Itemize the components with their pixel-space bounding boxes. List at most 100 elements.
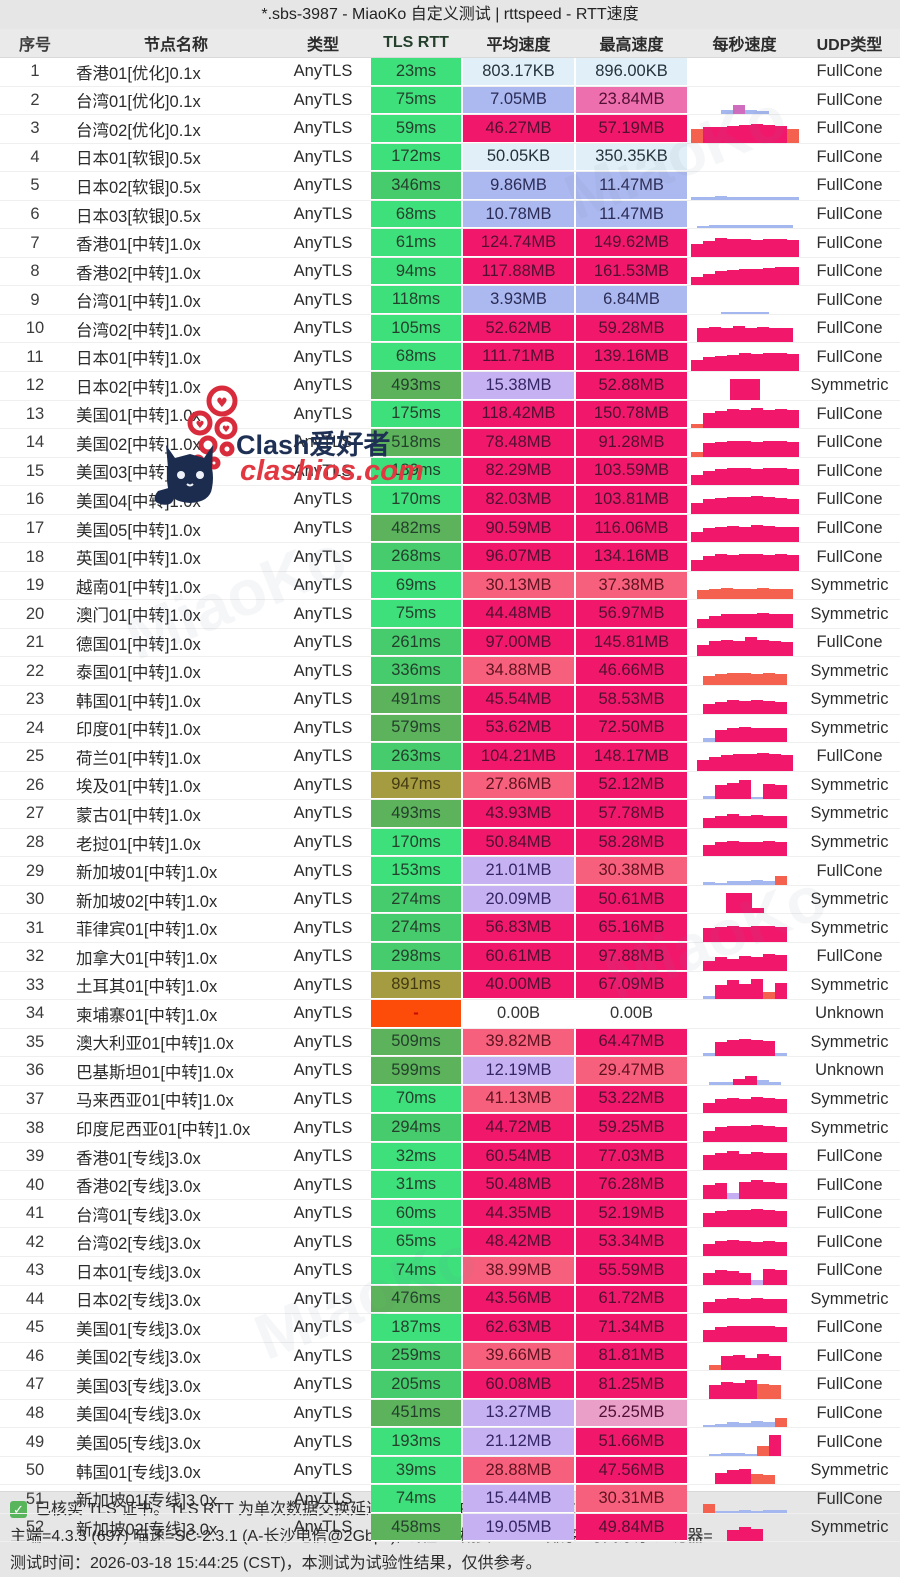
node-type: AnyTLS bbox=[293, 775, 353, 794]
sparkline-bar bbox=[720, 588, 733, 600]
row-index: 46 bbox=[25, 1346, 45, 1365]
udp-type: FullCone bbox=[816, 147, 883, 166]
sparkline-bar bbox=[708, 615, 721, 628]
max-speed-cell: 61.72MB bbox=[576, 1285, 687, 1314]
udp-type: FullCone bbox=[816, 1204, 883, 1223]
max-speed-cell: 145.81MB bbox=[576, 628, 687, 657]
udp-type: FullCone bbox=[816, 1346, 883, 1365]
sparkline-bar bbox=[762, 728, 775, 743]
max-speed-cell: 150.78MB bbox=[576, 400, 687, 429]
node-name: 柬埔寨01[中转]1.0x bbox=[76, 1006, 218, 1025]
sparkline-bar bbox=[702, 498, 715, 514]
sparkline-bar bbox=[738, 880, 751, 885]
speed-sparkline bbox=[688, 1228, 799, 1256]
max-speed-cell: 0.00B bbox=[576, 1000, 687, 1028]
sparkline-bar bbox=[702, 196, 715, 200]
sparkline-bar bbox=[726, 238, 739, 257]
speed-sparkline bbox=[688, 258, 799, 286]
udp-type: FullCone bbox=[816, 119, 883, 138]
speed-sparkline bbox=[688, 972, 799, 1000]
avg-speed-cell: 0.00B bbox=[463, 1000, 574, 1028]
node-name: 台湾01[专线]3.0x bbox=[76, 1206, 201, 1225]
row-index: 35 bbox=[25, 1032, 45, 1051]
speed-sparkline bbox=[688, 1485, 799, 1513]
table-row: 15 美国03[中转]1.0x AnyTLS 189ms 82.29MB 103.59MB… bbox=[0, 457, 900, 487]
table-row: 42 台湾02[专线]3.0x AnyTLS 65ms 48.42MB 53.34MB Fu… bbox=[0, 1228, 900, 1257]
tls-rtt-cell: 599ms bbox=[371, 1057, 461, 1085]
row-index: 11 bbox=[26, 347, 44, 366]
udp-type: FullCone bbox=[816, 1175, 883, 1194]
sparkline-bar bbox=[696, 759, 709, 771]
row-index: 41 bbox=[25, 1204, 45, 1223]
sparkline-bar bbox=[690, 532, 703, 543]
sparkline-bar bbox=[780, 754, 793, 771]
sparkline-bar bbox=[780, 642, 793, 657]
table-row: 23 韩国01[中转]1.0x AnyTLS 491ms 45.54MB 58.53MB S… bbox=[0, 686, 900, 715]
max-speed-cell: 53.22MB bbox=[576, 1085, 687, 1114]
node-type: AnyTLS bbox=[293, 718, 353, 737]
table-header: 序号 节点名称 类型 TLS RTT 平均速度 最高速度 每秒速度 UDP类型 bbox=[0, 29, 900, 58]
row-index: 20 bbox=[25, 604, 45, 623]
speed-sparkline bbox=[688, 629, 799, 657]
node-name: 澳门01[中转]1.0x bbox=[76, 607, 201, 626]
speed-sparkline bbox=[688, 1057, 799, 1085]
max-speed-cell: 58.53MB bbox=[576, 686, 687, 714]
sparkline-bar bbox=[732, 613, 745, 628]
sparkline-bar bbox=[750, 797, 763, 800]
avg-speed-cell: 7.05MB bbox=[463, 86, 574, 115]
row-index: 26 bbox=[25, 775, 45, 794]
sparkline-bar bbox=[744, 1379, 757, 1399]
sparkline-bar bbox=[714, 1299, 727, 1314]
speed-sparkline bbox=[688, 1257, 799, 1285]
avg-speed-cell: 97.00MB bbox=[463, 628, 574, 657]
sparkline-bar bbox=[780, 225, 793, 229]
avg-speed-cell: 38.99MB bbox=[463, 1256, 574, 1285]
speed-sparkline bbox=[688, 1514, 799, 1542]
sparkline-bar bbox=[720, 1356, 733, 1371]
max-speed-cell: 64.47MB bbox=[576, 1028, 687, 1057]
sparkline-bar bbox=[750, 1474, 763, 1485]
avg-speed-cell: 12.19MB bbox=[463, 1057, 574, 1085]
sparkline-bar bbox=[774, 785, 787, 800]
sparkline-bar bbox=[726, 409, 739, 429]
table-row: 9 台湾01[中转]1.0x AnyTLS 118ms 3.93MB 6.84MB Full… bbox=[0, 286, 900, 315]
table-row: 27 蒙古01[中转]1.0x AnyTLS 493ms 43.93MB 57.78MB S… bbox=[0, 800, 900, 829]
table-row: 28 老挝01[中转]1.0x AnyTLS 170ms 50.84MB 58.28MB S… bbox=[0, 828, 900, 858]
avg-speed-cell: 48.42MB bbox=[463, 1228, 574, 1256]
sparkline-bar bbox=[762, 554, 775, 571]
node-type: AnyTLS bbox=[293, 1089, 353, 1108]
avg-speed-cell: 27.86MB bbox=[463, 771, 574, 800]
sparkline-bar bbox=[756, 640, 769, 657]
node-type: AnyTLS bbox=[293, 1518, 353, 1537]
sparkline-bar bbox=[762, 410, 775, 429]
sparkline-bar bbox=[744, 1075, 757, 1085]
sparkline-bar bbox=[738, 673, 751, 686]
udp-type: FullCone bbox=[816, 347, 883, 366]
max-speed-cell: 11.47MB bbox=[576, 172, 687, 200]
speed-sparkline bbox=[688, 429, 799, 457]
sparkline-bar bbox=[774, 926, 787, 942]
row-index: 5 bbox=[30, 176, 40, 195]
udp-type: Symmetric bbox=[810, 576, 889, 595]
node-name: 台湾01[优化]0.1x bbox=[76, 93, 201, 112]
speed-sparkline bbox=[688, 715, 799, 743]
sparkline-bar bbox=[738, 1272, 751, 1285]
sparkline-bar bbox=[690, 360, 703, 372]
sparkline-bar bbox=[714, 1424, 727, 1428]
avg-speed-cell: 44.72MB bbox=[463, 1114, 574, 1142]
sparkline-bar bbox=[732, 105, 745, 115]
sparkline-bar bbox=[738, 410, 751, 429]
max-speed-cell: 11.47MB bbox=[576, 200, 687, 229]
node-type: AnyTLS bbox=[293, 1432, 353, 1451]
tls-rtt-cell: 493ms bbox=[371, 372, 461, 400]
table-row: 19 越南01[中转]1.0x AnyTLS 69ms 30.13MB 37.38MB Sy… bbox=[0, 571, 900, 601]
tls-rtt-cell: 336ms bbox=[371, 657, 461, 686]
table-row: 43 日本01[专线]3.0x AnyTLS 74ms 38.99MB 55.59MB Fu… bbox=[0, 1256, 900, 1286]
sparkline-bar bbox=[738, 269, 751, 286]
node-name: 日本01[专线]3.0x bbox=[76, 1263, 201, 1282]
row-index: 42 bbox=[25, 1232, 45, 1251]
node-type: AnyTLS bbox=[293, 1147, 353, 1166]
sparkline-bar bbox=[714, 1473, 727, 1485]
node-type: AnyTLS bbox=[293, 233, 353, 252]
avg-speed-cell: 60.54MB bbox=[463, 1142, 574, 1171]
